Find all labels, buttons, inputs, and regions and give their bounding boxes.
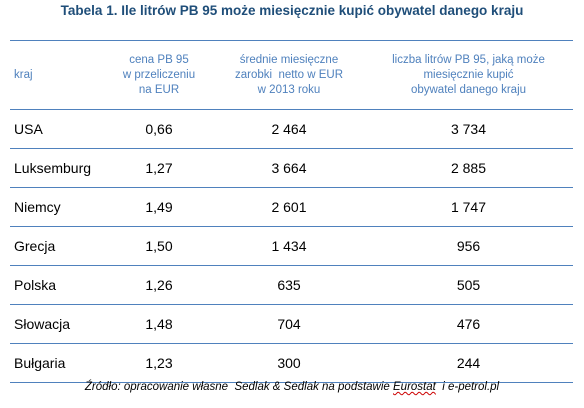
table-title: Tabela 1. Ile litrów PB 95 może miesięcz… bbox=[60, 3, 524, 18]
cell-price: 1,26 bbox=[145, 277, 173, 293]
cell-salary: 635 bbox=[277, 277, 301, 293]
cell-country: Słowacja bbox=[14, 316, 71, 332]
cell-country: Grecja bbox=[14, 238, 56, 254]
cell-country: Luksemburg bbox=[14, 160, 92, 176]
cell-country: Polska bbox=[14, 277, 57, 293]
cell-country: Bułgaria bbox=[14, 355, 66, 371]
cell-salary: 2 464 bbox=[271, 121, 307, 137]
table-row: Luksemburg 1,27 3 664 2 885 bbox=[10, 149, 573, 188]
table-row: Grecja 1,50 1 434 956 bbox=[10, 227, 573, 266]
cell-price: 0,66 bbox=[145, 121, 173, 137]
header-price-line: w przeliczeniu bbox=[122, 68, 196, 81]
cell-price: 1,49 bbox=[145, 199, 173, 215]
table-row: Słowacja 1,48 704 476 bbox=[10, 305, 573, 344]
source-note: Źródło: opracowanie własne Sedlak & Sedl… bbox=[0, 381, 584, 393]
cell-salary: 3 664 bbox=[271, 160, 307, 176]
source-text: Źródło: opracowanie własne Sedlak & Sedl… bbox=[84, 381, 393, 393]
cell-liters: 1 747 bbox=[450, 199, 487, 215]
header-price-line: cena PB 95 bbox=[129, 53, 189, 66]
cell-price: 1,27 bbox=[145, 160, 173, 176]
source-eurostat: Eurostat bbox=[393, 381, 436, 393]
header-price: cena PB 95 w przeliczeniu na EUR bbox=[104, 41, 214, 110]
fuel-table: kraj cena PB 95 w przeliczeniu na EUR śr… bbox=[10, 40, 573, 383]
cell-salary: 1 434 bbox=[271, 238, 307, 254]
cell-country: USA bbox=[14, 121, 43, 137]
cell-price: 1,48 bbox=[145, 316, 173, 332]
table-row: USA 0,66 2 464 3 734 bbox=[10, 110, 573, 149]
source-text-end: i e-petrol.pl bbox=[435, 381, 500, 393]
table-row: Niemcy 1,49 2 601 1 747 bbox=[10, 188, 573, 227]
header-salary-line: zarobki netto w EUR bbox=[234, 68, 343, 81]
cell-liters: 476 bbox=[456, 316, 481, 332]
cell-liters: 244 bbox=[456, 355, 481, 371]
table-row: Bułgaria 1,23 300 244 bbox=[10, 344, 573, 383]
header-country: kraj bbox=[14, 68, 33, 81]
table-row: Polska 1,26 635 505 bbox=[10, 266, 573, 305]
header-salary: średnie miesięczne zarobki netto w EUR w… bbox=[214, 41, 364, 110]
header-row: kraj cena PB 95 w przeliczeniu na EUR śr… bbox=[10, 40, 573, 110]
cell-liters: 3 734 bbox=[450, 121, 487, 137]
cell-liters: 2 885 bbox=[450, 160, 487, 176]
cell-liters: 505 bbox=[456, 277, 481, 293]
header-salary-line: w 2013 roku bbox=[257, 83, 321, 96]
header-salary-line: średnie miesięczne bbox=[239, 53, 339, 66]
cell-price: 1,50 bbox=[145, 238, 173, 254]
cell-salary: 2 601 bbox=[271, 199, 307, 215]
cell-salary: 704 bbox=[277, 316, 301, 332]
cell-country: Niemcy bbox=[14, 199, 61, 215]
cell-price: 1,23 bbox=[145, 355, 173, 371]
header-liters-line: miesięcznie kupić bbox=[423, 68, 514, 81]
cell-liters: 956 bbox=[456, 238, 481, 254]
cell-salary: 300 bbox=[277, 355, 301, 371]
header-liters: liczba litrów PB 95, jaką może miesięczn… bbox=[364, 41, 573, 110]
header-price-line: na EUR bbox=[138, 83, 180, 96]
header-liters-line: liczba litrów PB 95, jaką może bbox=[392, 53, 545, 66]
header-liters-line: obywatel danego kraju bbox=[410, 83, 527, 96]
